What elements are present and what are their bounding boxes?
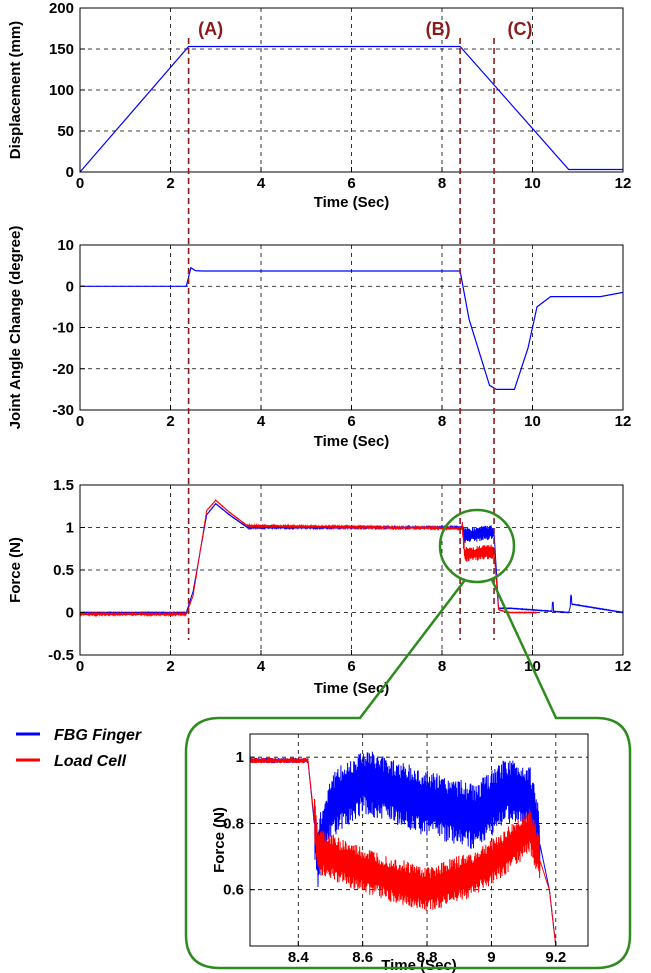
x-tick-label: 8.4 (288, 949, 310, 966)
x-tick-label: 10 (524, 175, 541, 192)
series-line-data-panel-2 (80, 266, 624, 390)
legend-label: Load Cell (54, 753, 127, 770)
x-axis-label: Time (Sec) (314, 433, 390, 450)
series-line-load-cell-panel-4 (249, 757, 557, 946)
x-tick-label: 4 (257, 658, 266, 675)
x-tick-label: 9 (487, 949, 495, 966)
x-tick-label: 0 (76, 658, 84, 675)
x-tick-label: 8.6 (352, 949, 373, 966)
y-tick-label: 150 (49, 41, 74, 58)
series-line-data-panel-1 (79, 45, 623, 173)
x-tick-label: 10 (524, 413, 541, 430)
x-tick-label: 0 (76, 413, 84, 430)
plot-frame-panel-4 (249, 733, 589, 947)
x-tick-label: 9.2 (545, 949, 566, 966)
y-tick-label: 1 (236, 749, 244, 766)
x-tick-label: 2 (166, 658, 174, 675)
legend-label: FBG Finger (54, 727, 142, 744)
zoom-highlight-circle (438, 508, 516, 584)
y-axis-label: Force (N) (211, 807, 228, 873)
x-tick-label: 6 (347, 413, 355, 430)
x-tick-label: 2 (166, 413, 174, 430)
x-tick-label: 8 (438, 658, 446, 675)
y-tick-label: -10 (52, 320, 74, 337)
plot-frame-panel-1 (79, 7, 624, 173)
y-tick-label: 0 (66, 164, 74, 181)
event-annotation-label: (A) (198, 19, 223, 39)
event-annotation-label: (C) (508, 19, 533, 39)
y-tick-label: -20 (52, 361, 74, 378)
y-tick-label: 10 (57, 237, 74, 254)
x-tick-label: 6 (347, 175, 355, 192)
y-axis-label: Displacement (mm) (7, 21, 24, 159)
y-tick-label: -0.5 (48, 647, 74, 664)
x-tick-label: 2 (166, 175, 174, 192)
y-tick-label: 200 (49, 0, 74, 17)
y-tick-label: 0 (66, 278, 74, 295)
x-tick-label: 4 (257, 413, 266, 430)
y-tick-label: 1 (66, 520, 74, 537)
y-tick-label: 1.5 (53, 477, 74, 494)
x-tick-label: 8 (438, 413, 446, 430)
y-tick-label: 0.6 (223, 882, 244, 899)
x-tick-label: 4 (257, 175, 266, 192)
zoom-callout-outline (184, 579, 632, 970)
y-tick-label: 50 (57, 123, 74, 140)
x-tick-label: 0 (76, 175, 84, 192)
x-tick-label: 12 (615, 175, 632, 192)
plot-frame-panel-2 (79, 244, 624, 411)
y-tick-label: 0 (66, 605, 74, 622)
x-tick-label: 8 (438, 175, 446, 192)
x-tick-label: 12 (615, 413, 632, 430)
y-axis-label: Force (N) (7, 537, 24, 603)
y-tick-label: 0.8 (223, 815, 244, 832)
y-tick-label: 100 (49, 82, 74, 99)
y-axis-label: Joint Angle Change (degree) (7, 226, 24, 430)
plot-frame-panel-3 (79, 484, 624, 656)
y-tick-label: -30 (52, 402, 74, 419)
y-tick-label: 0.5 (53, 562, 74, 579)
x-tick-label: 12 (615, 658, 632, 675)
x-tick-label: 6 (347, 658, 355, 675)
x-axis-label: Time (Sec) (314, 194, 390, 211)
x-tick-label: 8.8 (417, 949, 438, 966)
x-axis-label: Time (Sec) (314, 680, 390, 697)
event-annotation-label: (B) (426, 19, 451, 39)
x-axis-label: Time (Sec) (381, 957, 457, 973)
